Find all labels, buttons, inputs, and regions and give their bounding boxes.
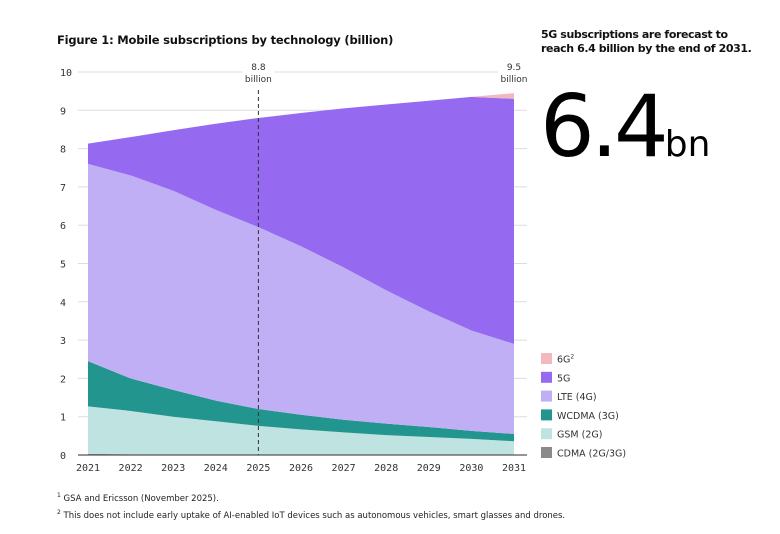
big-number: 6.4bn <box>540 84 710 170</box>
annotation-background <box>498 62 530 86</box>
x-tick-label: 2021 <box>76 463 100 474</box>
x-tick-label: 2030 <box>459 463 483 474</box>
footnotes: 1 GSA and Ericsson (November 2025). 2 Th… <box>57 489 565 523</box>
footnote-mark: 1 <box>57 492 61 499</box>
y-tick-label: 8 <box>60 145 66 156</box>
x-tick-label: 2027 <box>332 463 356 474</box>
annotation-value: 8.8 <box>251 63 266 73</box>
x-tick-label: 2026 <box>289 463 313 474</box>
y-tick-label: 9 <box>60 106 66 117</box>
y-tick-label: 10 <box>60 68 72 79</box>
headline-text: 5G subscriptions are forecast to reach 6… <box>541 28 752 55</box>
area-wcdma-3g- <box>88 361 514 442</box>
x-tick-label: 2028 <box>374 463 398 474</box>
y-tick-label: 2 <box>60 374 66 385</box>
footnote-text: This does not include early uptake of AI… <box>63 510 566 521</box>
annotation-background <box>242 62 275 86</box>
legend-swatch <box>541 371 552 383</box>
footnote-2: 2 This does not include early uptake of … <box>57 506 565 523</box>
legend-label: WCDMA (3G) <box>557 411 619 422</box>
legend-label: 5G <box>557 373 570 384</box>
legend-swatch <box>541 428 552 440</box>
big-number-unit: bn <box>664 124 711 165</box>
area-5g <box>88 96 514 344</box>
x-tick-label: 2031 <box>502 463 526 474</box>
y-tick-label: 7 <box>60 183 66 194</box>
area-gsm-2g- <box>88 406 514 455</box>
annotation-value: 9.5 <box>507 63 521 73</box>
annotation-label: billion <box>245 75 272 85</box>
x-tick-label: 2024 <box>204 463 228 474</box>
legend-label: 6G2 <box>557 354 574 366</box>
legend-label: GSM (2G) <box>557 430 602 441</box>
x-tick-label: 2029 <box>417 463 441 474</box>
x-tick-label: 2025 <box>246 463 270 474</box>
y-tick-label: 4 <box>60 298 66 309</box>
footnote-1: 1 GSA and Ericsson (November 2025). <box>57 489 565 506</box>
legend-swatch <box>541 390 552 402</box>
y-tick-label: 1 <box>60 413 66 424</box>
footnote-text: GSA and Ericsson (November 2025). <box>63 493 219 504</box>
y-tick-label: 3 <box>60 336 66 347</box>
y-tick-label: 6 <box>60 221 66 232</box>
footnote-mark: 2 <box>57 508 61 516</box>
big-number-value: 6.4 <box>540 77 669 177</box>
legend-label: CDMA (2G/3G) <box>557 449 626 460</box>
x-tick-label: 2022 <box>119 463 143 474</box>
legend-swatch <box>541 409 552 421</box>
y-tick-label: 0 <box>60 451 66 462</box>
legend-swatch <box>541 447 552 458</box>
y-tick-label: 5 <box>60 260 66 271</box>
area-lte-4g- <box>88 163 514 434</box>
legend-swatch <box>541 353 552 364</box>
annotation-label: billion <box>501 75 528 85</box>
x-tick-label: 2023 <box>161 463 185 474</box>
chart-title: Figure 1: Mobile subscriptions by techno… <box>57 33 394 47</box>
legend-label: LTE (4G) <box>557 392 597 403</box>
